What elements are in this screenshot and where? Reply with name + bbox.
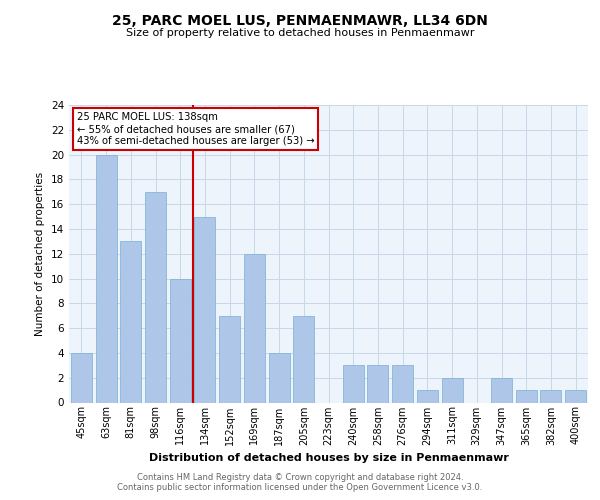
Bar <box>269 353 290 403</box>
Bar <box>417 390 438 402</box>
Bar <box>565 390 586 402</box>
Text: 25, PARC MOEL LUS, PENMAENMAWR, LL34 6DN: 25, PARC MOEL LUS, PENMAENMAWR, LL34 6DN <box>112 14 488 28</box>
Bar <box>541 390 562 402</box>
Text: Contains public sector information licensed under the Open Government Licence v3: Contains public sector information licen… <box>118 484 482 492</box>
Bar <box>516 390 537 402</box>
Bar <box>442 378 463 402</box>
Bar <box>145 192 166 402</box>
Bar <box>367 366 388 403</box>
Bar <box>95 154 116 402</box>
Bar <box>194 216 215 402</box>
Bar <box>120 242 141 402</box>
Text: Contains HM Land Registry data © Crown copyright and database right 2024.: Contains HM Land Registry data © Crown c… <box>137 472 463 482</box>
Bar <box>170 278 191 402</box>
Bar <box>293 316 314 402</box>
Text: 25 PARC MOEL LUS: 138sqm
← 55% of detached houses are smaller (67)
43% of semi-d: 25 PARC MOEL LUS: 138sqm ← 55% of detach… <box>77 112 314 146</box>
Bar <box>219 316 240 402</box>
Bar <box>71 353 92 403</box>
Bar <box>343 366 364 403</box>
Y-axis label: Number of detached properties: Number of detached properties <box>35 172 46 336</box>
Bar <box>491 378 512 402</box>
Text: Size of property relative to detached houses in Penmaenmawr: Size of property relative to detached ho… <box>126 28 474 38</box>
X-axis label: Distribution of detached houses by size in Penmaenmawr: Distribution of detached houses by size … <box>149 453 508 463</box>
Bar <box>392 366 413 403</box>
Bar <box>244 254 265 402</box>
